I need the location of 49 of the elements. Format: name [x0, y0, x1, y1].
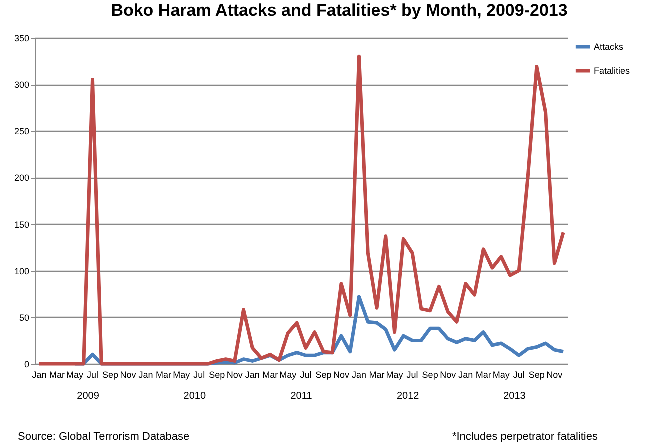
- x-tick-label: May: [280, 370, 298, 380]
- x-tick-label: Jan: [32, 370, 47, 380]
- x-tick-label: Mar: [369, 370, 385, 380]
- x-tick-label: Nov: [120, 370, 137, 380]
- y-tick-label: 150: [14, 220, 30, 230]
- x-tick-label: Jul: [406, 370, 418, 380]
- x-tick-label: Jul: [194, 370, 206, 380]
- x-tick-label: Jan: [138, 370, 154, 380]
- text: 2011: [290, 391, 313, 402]
- y-tick-label: 50: [19, 312, 30, 323]
- x-tick-label: Mar: [49, 370, 65, 380]
- x-tick-label: Sep: [316, 370, 332, 380]
- legend-label: Attacks: [594, 42, 624, 52]
- chart-title: Boko Haram Attacks and Fatalities* by Month, 2009-2013: [111, 1, 568, 20]
- text: 2013: [504, 391, 526, 402]
- x-tick-label: Jul: [86, 370, 98, 380]
- y-tick-label: 200: [14, 173, 30, 184]
- x-tick-label: Mar: [262, 370, 278, 380]
- x-tick-label: Sep: [209, 370, 226, 380]
- x-tick-label: May: [173, 370, 191, 380]
- x-tick-label: Jul: [300, 370, 312, 380]
- x-tick-label: May: [66, 370, 84, 380]
- x-tick-label: Jan: [458, 370, 474, 380]
- x-tick-label: Mar: [156, 370, 172, 380]
- x-tick-label: Sep: [528, 370, 545, 380]
- x-tick-label: Nov: [226, 370, 244, 380]
- x-tick-label: Sep: [422, 370, 438, 380]
- text: 2009: [77, 391, 100, 402]
- y-tick-label: 0: [24, 360, 30, 370]
- x-tick-label: May: [386, 370, 404, 380]
- x-tick-label: Jan: [245, 370, 260, 380]
- x-tick-label: Nov: [333, 370, 350, 380]
- x-tick-label: Sep: [102, 370, 119, 380]
- x-tick-label: Jul: [513, 370, 525, 380]
- text: *Includes perpetrator fatalities: [452, 431, 598, 443]
- text: 2012: [396, 391, 420, 402]
- y-tick-label: 100: [14, 266, 30, 276]
- x-tick-label: Mar: [476, 370, 492, 380]
- y-tick-label: 300: [14, 80, 30, 90]
- y-tick-label: 250: [14, 126, 30, 137]
- line-series: [38, 54, 566, 366]
- x-tick-label: Jan: [352, 370, 366, 380]
- text: 2010: [184, 391, 206, 402]
- x-tick-label: May: [492, 370, 510, 380]
- source-note: Source: Global Terrorism Database: [18, 431, 190, 443]
- x-tick-label: Nov: [546, 370, 564, 380]
- y-tick-label: 350: [14, 34, 30, 44]
- x-tick-label: Nov: [440, 370, 457, 380]
- legend-label: Fatalities: [594, 66, 631, 76]
